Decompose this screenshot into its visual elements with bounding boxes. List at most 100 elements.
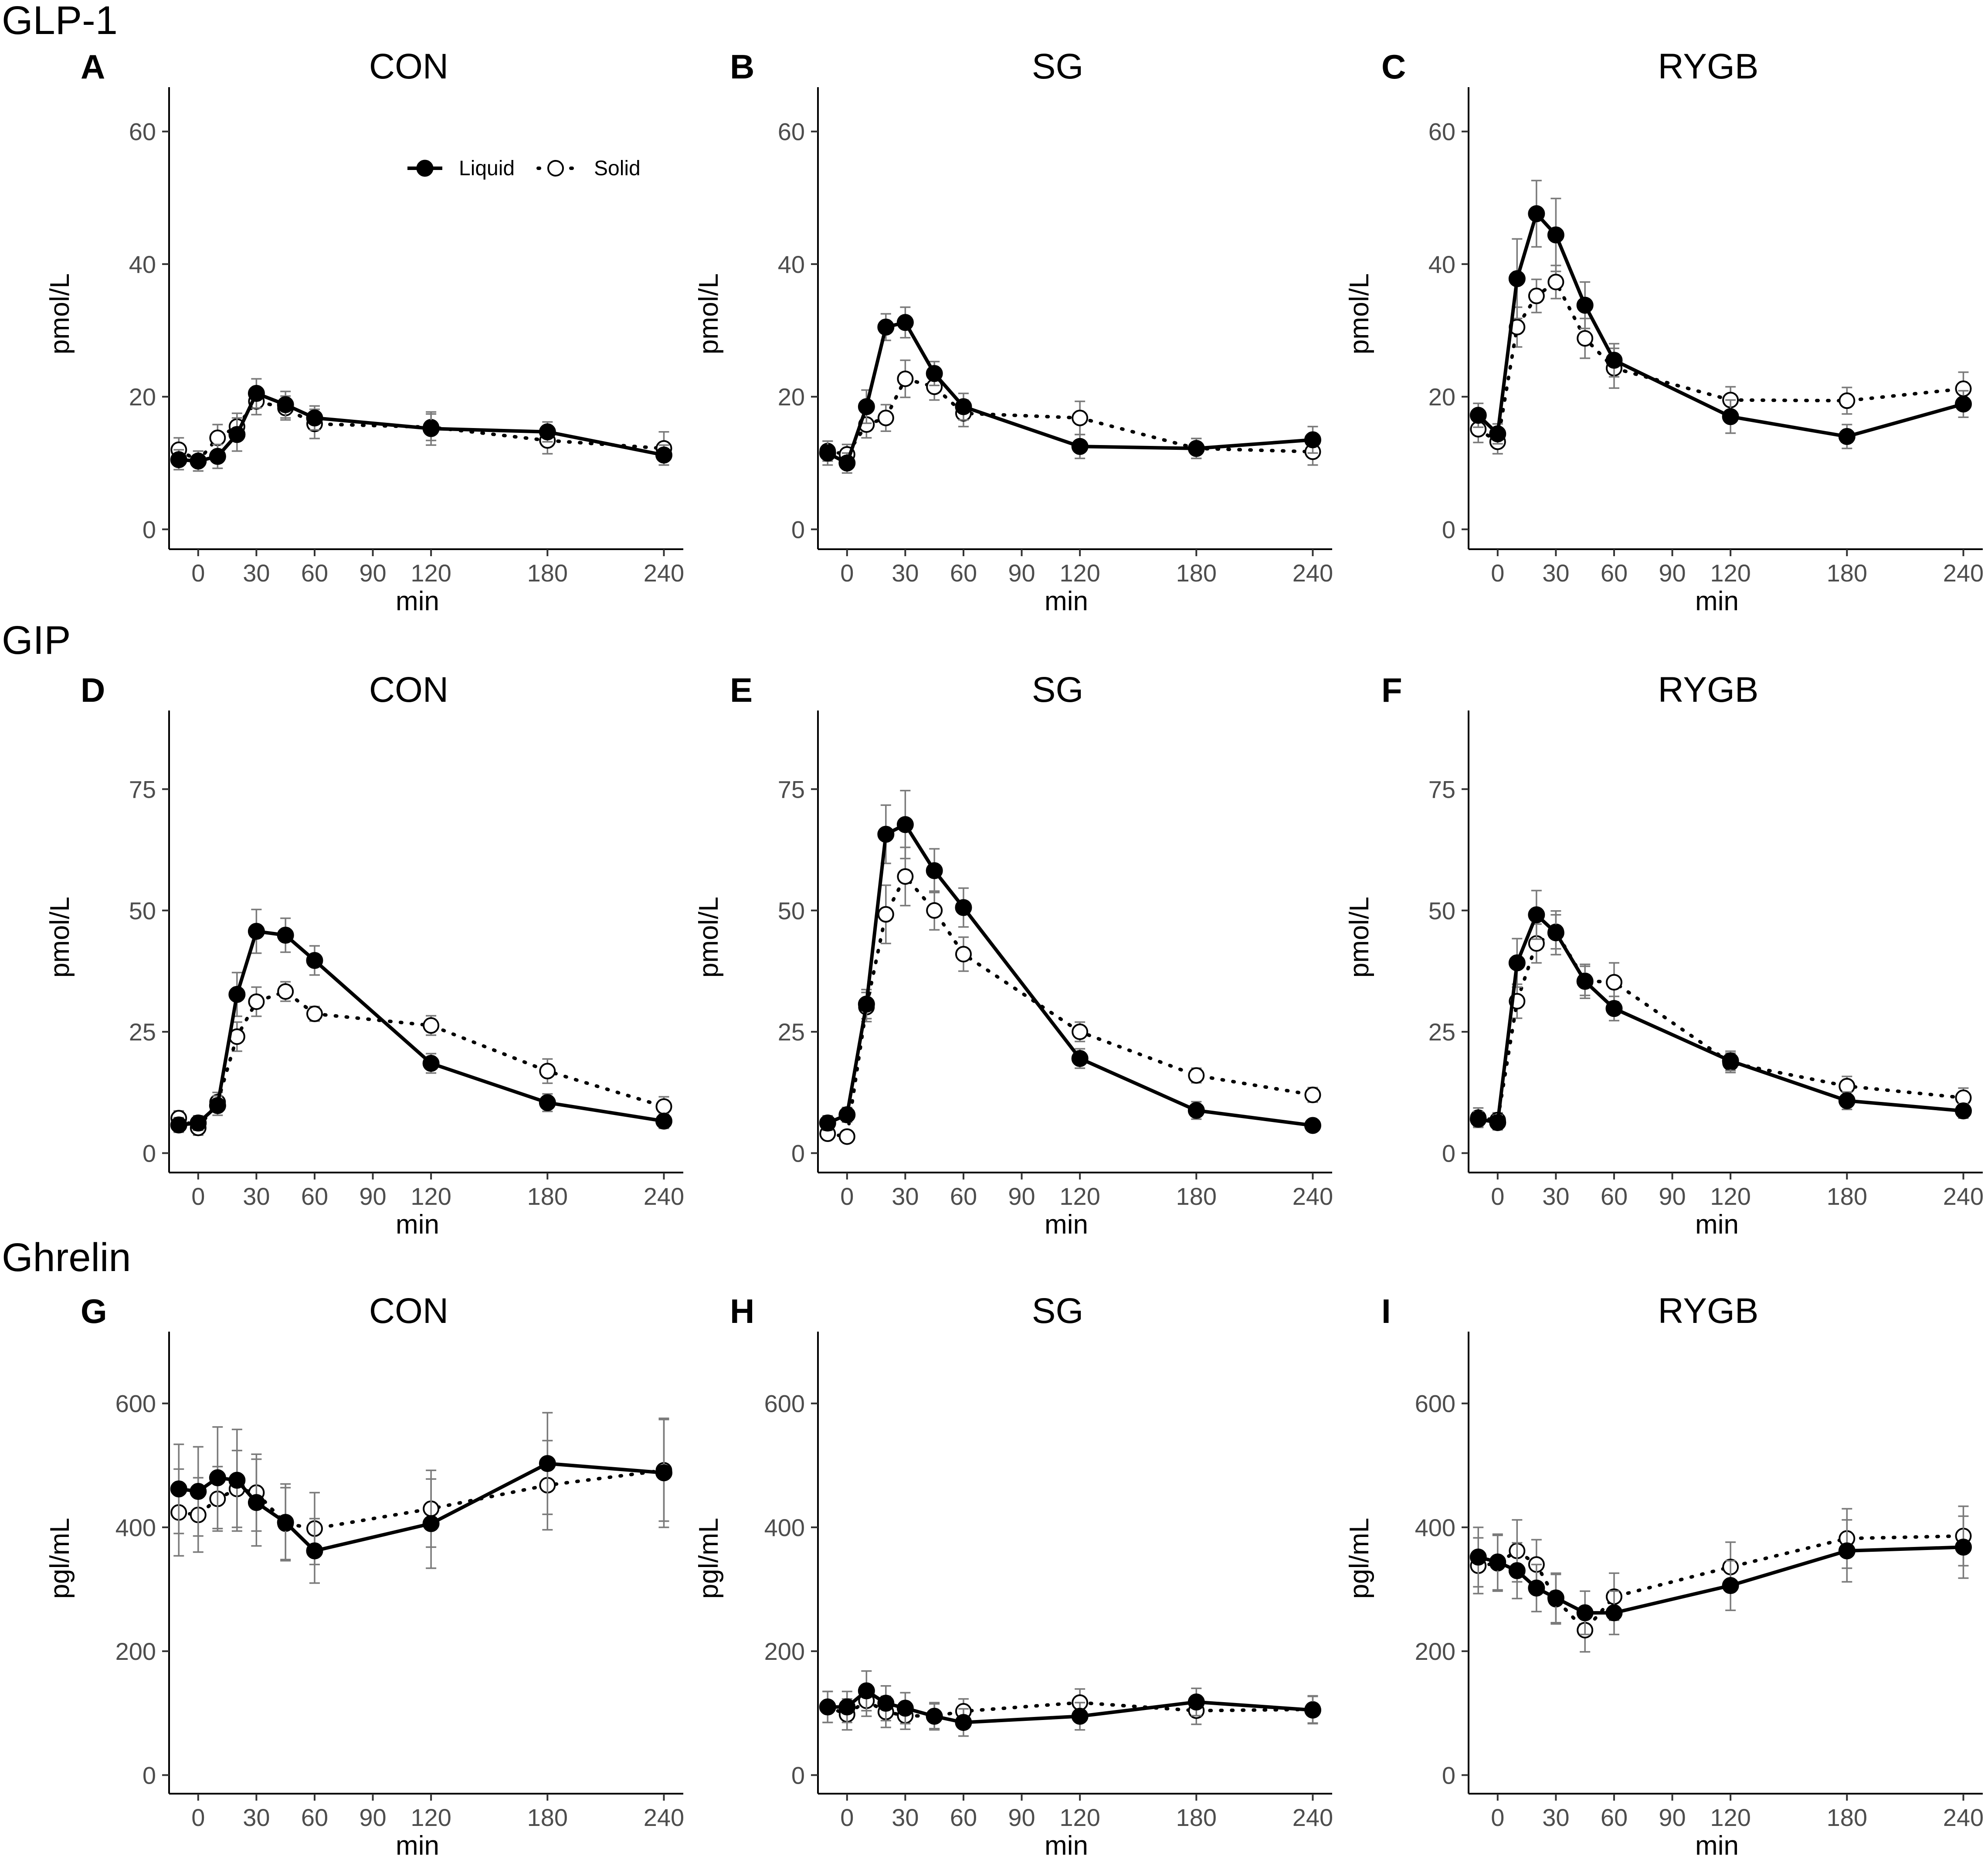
x-tick-label: 30: [1542, 559, 1569, 587]
x-tick-label: 60: [950, 1183, 977, 1210]
data-point-liquid: [1722, 1052, 1739, 1070]
data-point-solid: [1577, 330, 1594, 347]
x-tick-label: 0: [191, 1183, 205, 1210]
data-point-liquid: [1304, 431, 1321, 449]
data-point-solid: [1605, 974, 1622, 991]
data-point-liquid: [896, 314, 914, 331]
data-point-liquid: [1469, 407, 1487, 424]
panel-letter: H: [730, 1292, 754, 1330]
y-axis-title: pmol/L: [694, 273, 724, 354]
data-point-solid: [926, 902, 943, 919]
legend: Liquid Solid: [407, 157, 641, 180]
x-tick-label: 180: [527, 1804, 568, 1831]
x-axis-title: min: [1045, 586, 1088, 616]
x-tick-label: 240: [1293, 559, 1333, 587]
data-point-liquid: [1722, 408, 1739, 425]
data-point-liquid: [539, 423, 556, 441]
data-point-liquid: [228, 1472, 246, 1489]
y-tick-label: 40: [129, 251, 156, 278]
data-point-liquid: [1469, 1548, 1487, 1566]
data-point-liquid: [1071, 1050, 1089, 1067]
series-line-solid: [1476, 1534, 1965, 1633]
panel-letter: F: [1381, 671, 1402, 709]
panel-letter: G: [81, 1292, 107, 1330]
series-line-liquid: [178, 929, 665, 1127]
data-point-solid: [955, 945, 972, 962]
data-point-liquid: [1954, 1538, 1972, 1556]
y-tick-label: 0: [1442, 1761, 1455, 1789]
x-tick-label: 120: [1710, 1183, 1751, 1210]
x-axis-title: min: [1045, 1210, 1088, 1240]
data-point-liquid: [228, 426, 246, 443]
data-point-liquid: [422, 1054, 440, 1072]
data-point-liquid: [190, 1483, 207, 1500]
x-tick-label: 180: [527, 1183, 568, 1210]
data-point-liquid: [819, 1114, 836, 1132]
x-tick-label: 0: [191, 559, 205, 587]
x-tick-label: 0: [1491, 559, 1504, 587]
y-tick-label: 200: [1415, 1638, 1455, 1665]
series-liquid: [1469, 180, 1972, 449]
x-tick-label: 180: [1176, 1804, 1217, 1831]
series-line-liquid: [178, 1462, 664, 1553]
series-line-liquid: [1478, 911, 1964, 1125]
data-point-liquid: [1187, 1101, 1205, 1119]
x-tick-label: 120: [410, 559, 451, 587]
y-tick-label: 0: [1442, 516, 1455, 543]
data-point-liquid: [655, 1112, 672, 1130]
data-point-liquid: [209, 1097, 226, 1114]
y-tick-label: 75: [129, 775, 156, 803]
data-point-liquid: [248, 385, 265, 402]
data-point-liquid: [1304, 1701, 1321, 1719]
y-tick-label: 60: [1428, 118, 1455, 146]
x-tick-label: 0: [840, 559, 854, 587]
y-tick-label: 400: [115, 1514, 156, 1541]
x-tick-label: 60: [950, 559, 977, 587]
x-axis-title: min: [1695, 1831, 1739, 1856]
data-point-liquid: [955, 398, 972, 415]
data-point-solid: [1528, 287, 1545, 304]
data-point-liquid: [896, 1700, 914, 1717]
x-tick-label: 180: [1827, 1804, 1867, 1831]
series-liquid: [819, 306, 1321, 474]
y-axis-title: pgl/mL: [1344, 1518, 1374, 1599]
data-point-liquid: [1954, 1102, 1972, 1120]
data-point-liquid: [838, 454, 856, 472]
data-point-liquid: [1838, 1092, 1856, 1109]
y-tick-label: 600: [764, 1390, 805, 1417]
y-tick-label: 0: [142, 516, 156, 543]
y-tick-label: 40: [1428, 251, 1455, 278]
data-point-liquid: [1528, 906, 1545, 924]
x-tick-label: 0: [840, 1183, 854, 1210]
data-point-liquid: [1605, 1000, 1623, 1017]
x-tick-label: 240: [1943, 1804, 1984, 1831]
series-line-liquid: [827, 320, 1313, 466]
row-title-glp1: GLP-1: [2, 0, 118, 43]
panel-d: D CON 0 25 50 75 0 30 60 90 120 180 240 min pmol/L: [45, 670, 684, 1240]
data-point-liquid: [926, 862, 943, 879]
panel-title: CON: [369, 670, 448, 710]
y-tick-label: 0: [791, 1761, 805, 1789]
y-tick-label: 0: [791, 516, 805, 543]
data-point-liquid: [896, 816, 914, 833]
x-tick-label: 90: [1659, 559, 1686, 587]
panel-letter: I: [1381, 1292, 1391, 1330]
series-liquid: [1469, 1515, 1972, 1635]
series-line-liquid: [179, 391, 665, 463]
data-point-liquid: [1576, 296, 1594, 314]
x-tick-label: 0: [840, 1804, 854, 1831]
panel-e: E SG 0 25 50 75 0 30 60 90 120 180 240 min pmol/L: [694, 670, 1333, 1240]
x-tick-label: 60: [301, 1183, 328, 1210]
panel-title: RYGB: [1658, 670, 1759, 710]
data-point-solid: [897, 371, 914, 388]
data-point-liquid: [170, 1480, 187, 1498]
y-tick-label: 400: [1415, 1514, 1455, 1541]
data-point-liquid: [1576, 1604, 1594, 1621]
data-point-liquid: [877, 318, 895, 336]
data-point-liquid: [1547, 924, 1564, 942]
x-tick-label: 90: [1008, 1804, 1035, 1831]
legend-liquid-marker: [416, 160, 434, 177]
row-title-gip: GIP: [2, 618, 71, 663]
y-tick-label: 0: [142, 1761, 156, 1789]
y-axis-title: pgl/mL: [45, 1518, 75, 1599]
